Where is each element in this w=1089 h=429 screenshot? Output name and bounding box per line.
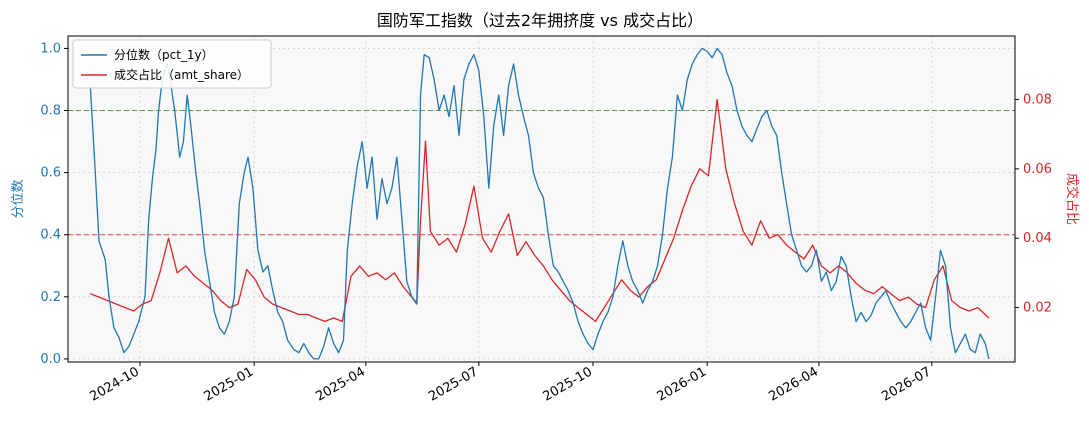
legend-label-pct: 分位数（pct_1y） bbox=[114, 47, 214, 62]
x-axis: 2024-10 2025-01 2025-04 2025-07 2025-10 2026-… bbox=[87, 362, 934, 405]
grid-lines bbox=[68, 36, 1015, 362]
series-line-amt bbox=[90, 98, 990, 323]
legend: 分位数（pct_1y） 成交占比（amt_share） bbox=[72, 39, 272, 89]
x-tick-label: 2025-10 bbox=[540, 364, 595, 404]
x-tick-label: 2026-04 bbox=[766, 364, 821, 404]
y-right-label: 成交占比 bbox=[1064, 173, 1080, 225]
y-left-tick-label: 1.0 bbox=[40, 41, 61, 56]
x-tick-label: 2025-01 bbox=[202, 364, 257, 404]
y-left-tick-label: 0.6 bbox=[40, 166, 61, 181]
x-tick-label: 2025-07 bbox=[426, 364, 481, 404]
x-tick-label: 2025-04 bbox=[313, 364, 368, 404]
plot-frame bbox=[67, 35, 1016, 363]
x-tick-label: 2026-07 bbox=[879, 364, 934, 404]
series-layer bbox=[89, 47, 990, 360]
y-left-tick-label: 0.0 bbox=[40, 352, 61, 367]
reference-lines bbox=[68, 110, 1015, 236]
plot-area bbox=[68, 36, 1015, 362]
chart-title: 国防军工指数（过去2年拥挤度 vs 成交占比） bbox=[377, 11, 703, 30]
y-axis-right: 0.02 0.04 0.06 0.08 bbox=[1015, 92, 1052, 316]
y-right-tick-label: 0.08 bbox=[1023, 92, 1052, 107]
y-left-tick-label: 0.4 bbox=[40, 228, 61, 243]
series-line-pct bbox=[89, 47, 990, 360]
y-left-tick-label: 0.8 bbox=[40, 104, 61, 119]
y-left-label: 分位数 bbox=[11, 179, 26, 218]
y-right-tick-label: 0.04 bbox=[1023, 231, 1052, 246]
y-right-tick-label: 0.06 bbox=[1023, 162, 1052, 177]
y-right-tick-label: 0.02 bbox=[1023, 301, 1052, 316]
legend-box bbox=[72, 39, 272, 89]
x-tick-label: 2026-01 bbox=[655, 364, 710, 404]
x-tick-label: 2024-10 bbox=[87, 364, 142, 404]
y-axis-left: 0.0 0.2 0.4 0.6 0.8 1.0 bbox=[40, 41, 68, 367]
y-left-tick-label: 0.2 bbox=[40, 290, 61, 305]
legend-label-amt: 成交占比（amt_share） bbox=[114, 67, 249, 82]
